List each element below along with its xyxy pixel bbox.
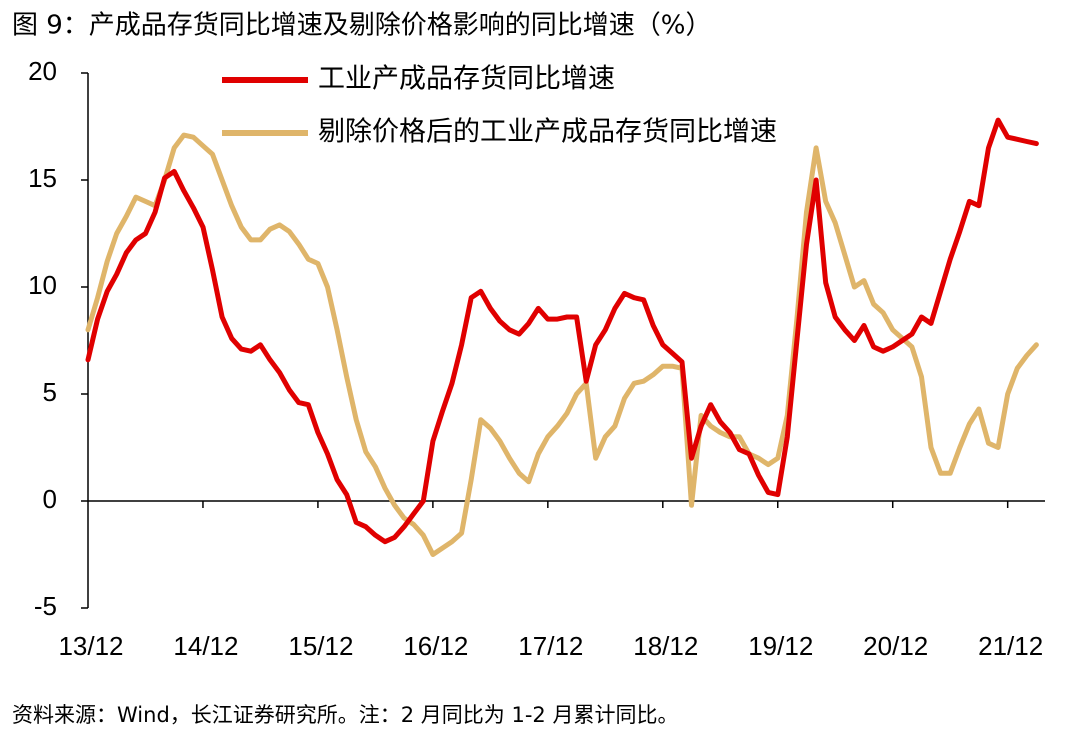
series-line: [85, 132, 1039, 557]
y-tick-label: 20: [28, 56, 57, 86]
chart-title: 图 9：产成品存货同比增速及剔除价格影响的同比增速（%）: [12, 11, 712, 41]
x-tick-label: 15/12: [288, 631, 353, 661]
source-note: 资料来源：Wind，长江证券研究所。注：2 月同比为 1-2 月累计同比。: [12, 703, 678, 727]
x-tick-label: 13/12: [58, 631, 123, 661]
legend-label: 工业产成品存货同比增速: [318, 64, 615, 95]
x-tick-label: 21/12: [978, 631, 1043, 661]
x-tick-label: 17/12: [518, 631, 583, 661]
legend-label: 剔除价格后的工业产成品存货同比增速: [318, 117, 777, 148]
series-line: [85, 117, 1039, 545]
y-tick-label: 5: [43, 377, 57, 407]
x-tick-label: 18/12: [633, 631, 698, 661]
x-tick-label: 20/12: [863, 631, 928, 661]
y-tick-label: 10: [28, 270, 57, 300]
x-tick-label: 19/12: [748, 631, 813, 661]
x-tick-label: 14/12: [173, 631, 238, 661]
y-tick-label: -5: [34, 591, 57, 621]
x-tick-label: 16/12: [403, 631, 468, 661]
y-tick-label: 15: [28, 163, 57, 193]
y-tick-label: 0: [43, 484, 57, 514]
